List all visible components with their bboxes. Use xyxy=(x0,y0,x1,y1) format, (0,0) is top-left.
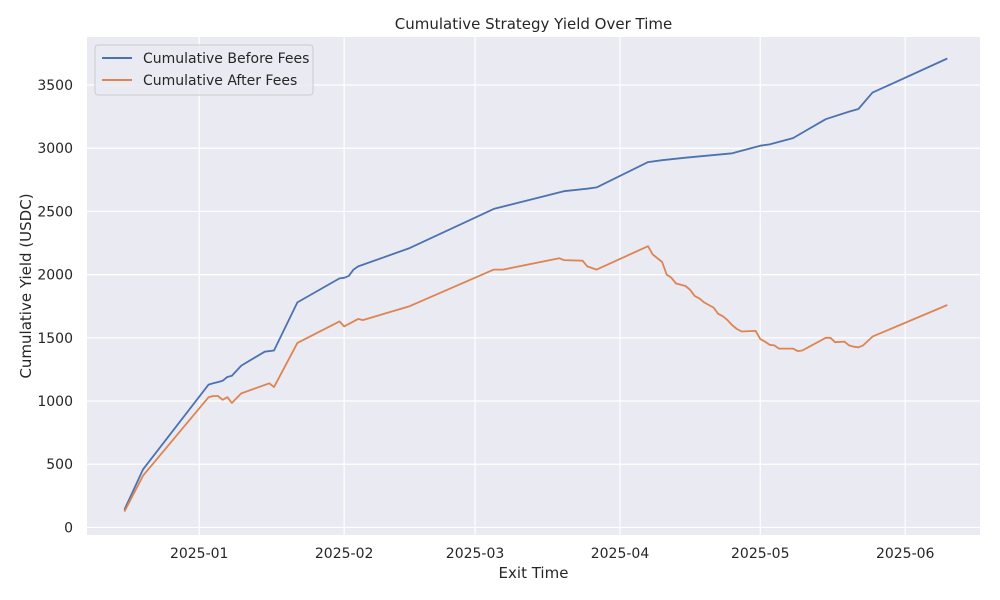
x-tick-label: 2025-04 xyxy=(591,546,650,562)
y-tick-label: 1500 xyxy=(37,331,73,347)
legend-entry-label: Cumulative Before Fees xyxy=(143,51,309,67)
y-tick-label: 2500 xyxy=(37,204,73,220)
y-axis: 0 500 1000 1500 2000 2500 3000 3500 xyxy=(37,78,73,536)
legend-box xyxy=(94,44,314,96)
y-tick-label: 3000 xyxy=(37,141,73,157)
y-tick-label: 1000 xyxy=(37,394,73,410)
y-tick-label: 500 xyxy=(46,457,73,473)
y-tick-label: 0 xyxy=(64,520,73,536)
legend: Cumulative Before Fees Cumulative After F… xyxy=(94,44,314,96)
x-tick-label: 2025-06 xyxy=(876,546,935,562)
x-axis-label: Exit Time xyxy=(499,564,569,582)
x-axis: 2025-01 2025-02 2025-03 2025-04 2025-05 2025-… xyxy=(170,546,935,562)
series-layer xyxy=(123,57,948,513)
x-tick-label: 2025-01 xyxy=(170,546,229,562)
chart-title: Cumulative Strategy Yield Over Time xyxy=(395,15,672,33)
y-tick-label: 3500 xyxy=(37,78,73,94)
legend-entry-label: Cumulative After Fees xyxy=(143,73,297,89)
series-line-2 xyxy=(123,245,948,513)
y-axis-label: Cumulative Yield (USDC) xyxy=(17,193,35,378)
x-tick-label: 2025-03 xyxy=(446,546,505,562)
x-tick-label: 2025-02 xyxy=(315,546,374,562)
series-line-1 xyxy=(123,57,948,511)
x-tick-label: 2025-05 xyxy=(731,546,790,562)
y-tick-label: 2000 xyxy=(37,268,73,284)
grid xyxy=(87,37,980,535)
plot-area xyxy=(87,37,980,535)
